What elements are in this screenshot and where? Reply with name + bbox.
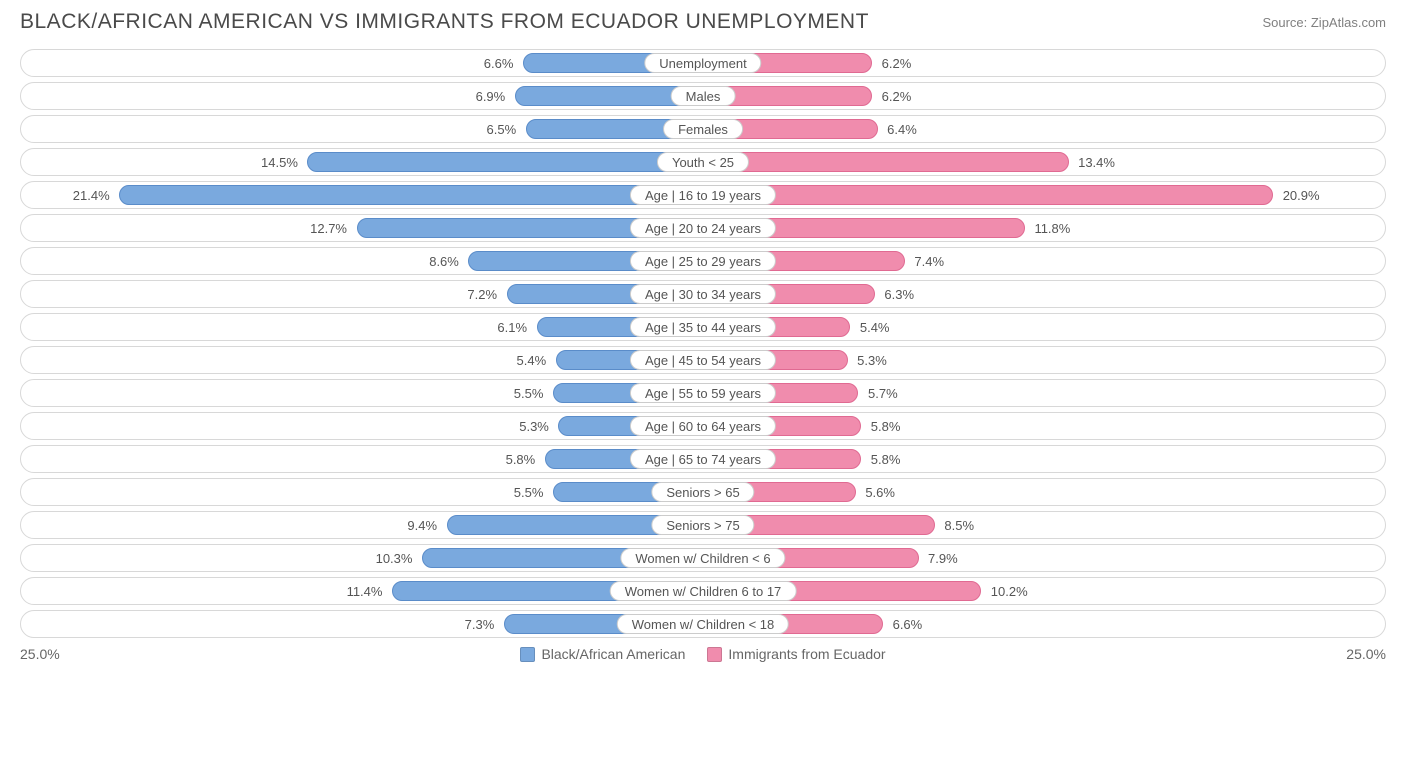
value-label-left: 6.6%: [484, 50, 514, 76]
chart-row: 5.8% 5.8% Age | 65 to 74 years: [20, 445, 1386, 473]
value-label-right: 5.6%: [865, 479, 895, 505]
value-label-right: 5.3%: [857, 347, 887, 373]
value-label-right: 11.8%: [1034, 215, 1070, 241]
category-label: Unemployment: [644, 53, 761, 73]
value-label-right: 10.2%: [991, 578, 1028, 604]
axis-max-right: 25.0%: [1346, 646, 1386, 662]
category-label: Age | 25 to 29 years: [630, 251, 776, 271]
value-label-right: 6.2%: [882, 50, 912, 76]
value-label-left: 6.5%: [487, 116, 517, 142]
value-label-left: 5.4%: [517, 347, 547, 373]
legend-item-left: Black/African American: [520, 646, 685, 662]
chart-footer: 25.0% Black/African American Immigrants …: [20, 646, 1386, 662]
value-label-left: 6.9%: [476, 83, 506, 109]
bar-right: [703, 152, 1069, 172]
value-label-right: 5.8%: [871, 413, 901, 439]
value-label-right: 8.5%: [944, 512, 974, 538]
chart-row: 5.4% 5.3% Age | 45 to 54 years: [20, 346, 1386, 374]
value-label-left: 8.6%: [429, 248, 459, 274]
category-label: Females: [663, 119, 743, 139]
chart-row: 5.3% 5.8% Age | 60 to 64 years: [20, 412, 1386, 440]
chart-header: BLACK/AFRICAN AMERICAN VS IMMIGRANTS FRO…: [20, 10, 1386, 34]
chart-row: 10.3% 7.9% Women w/ Children < 6: [20, 544, 1386, 572]
bar-left: [307, 152, 703, 172]
chart-row: 6.5% 6.4% Females: [20, 115, 1386, 143]
value-label-right: 6.3%: [884, 281, 914, 307]
value-label-left: 12.7%: [310, 215, 347, 241]
chart-row: 7.2% 6.3% Age | 30 to 34 years: [20, 280, 1386, 308]
axis-max-left: 25.0%: [20, 646, 60, 662]
category-label: Age | 45 to 54 years: [630, 350, 776, 370]
chart-row: 11.4% 10.2% Women w/ Children 6 to 17: [20, 577, 1386, 605]
category-label: Age | 20 to 24 years: [630, 218, 776, 238]
chart-source: Source: ZipAtlas.com: [1262, 15, 1386, 30]
chart-row: 21.4% 20.9% Age | 16 to 19 years: [20, 181, 1386, 209]
legend-swatch-right: [707, 647, 722, 662]
category-label: Males: [671, 86, 736, 106]
chart-row: 5.5% 5.7% Age | 55 to 59 years: [20, 379, 1386, 407]
category-label: Youth < 25: [657, 152, 749, 172]
value-label-left: 7.3%: [465, 611, 495, 637]
value-label-left: 5.5%: [514, 380, 544, 406]
chart-row: 12.7% 11.8% Age | 20 to 24 years: [20, 214, 1386, 242]
value-label-left: 9.4%: [407, 512, 437, 538]
category-label: Seniors > 65: [651, 482, 754, 502]
category-label: Seniors > 75: [651, 515, 754, 535]
chart-row: 5.5% 5.6% Seniors > 65: [20, 478, 1386, 506]
legend-item-right: Immigrants from Ecuador: [707, 646, 885, 662]
value-label-right: 6.6%: [893, 611, 923, 637]
value-label-right: 20.9%: [1283, 182, 1320, 208]
legend-label-right: Immigrants from Ecuador: [728, 646, 885, 662]
value-label-right: 5.4%: [860, 314, 890, 340]
value-label-right: 5.8%: [871, 446, 901, 472]
value-label-right: 6.4%: [887, 116, 917, 142]
category-label: Age | 55 to 59 years: [630, 383, 776, 403]
value-label-right: 6.2%: [882, 83, 912, 109]
value-label-left: 5.3%: [519, 413, 549, 439]
value-label-left: 7.2%: [467, 281, 497, 307]
chart-title: BLACK/AFRICAN AMERICAN VS IMMIGRANTS FRO…: [20, 10, 869, 34]
value-label-left: 21.4%: [73, 182, 110, 208]
value-label-right: 13.4%: [1078, 149, 1115, 175]
value-label-left: 10.3%: [376, 545, 413, 571]
value-label-left: 5.5%: [514, 479, 544, 505]
value-label-right: 5.7%: [868, 380, 898, 406]
value-label-left: 6.1%: [497, 314, 527, 340]
value-label-left: 11.4%: [347, 578, 383, 604]
category-label: Age | 65 to 74 years: [630, 449, 776, 469]
chart-row: 7.3% 6.6% Women w/ Children < 18: [20, 610, 1386, 638]
chart-row: 6.1% 5.4% Age | 35 to 44 years: [20, 313, 1386, 341]
value-label-right: 7.9%: [928, 545, 958, 571]
category-label: Age | 30 to 34 years: [630, 284, 776, 304]
legend-swatch-left: [520, 647, 535, 662]
bar-right: [703, 185, 1273, 205]
category-label: Age | 35 to 44 years: [630, 317, 776, 337]
chart-row: 9.4% 8.5% Seniors > 75: [20, 511, 1386, 539]
chart-legend: Black/African American Immigrants from E…: [520, 646, 885, 662]
legend-label-left: Black/African American: [541, 646, 685, 662]
category-label: Age | 16 to 19 years: [630, 185, 776, 205]
value-label-right: 7.4%: [914, 248, 944, 274]
chart-row: 6.9% 6.2% Males: [20, 82, 1386, 110]
category-label: Age | 60 to 64 years: [630, 416, 776, 436]
chart-row: 6.6% 6.2% Unemployment: [20, 49, 1386, 77]
value-label-left: 14.5%: [261, 149, 298, 175]
chart-row: 14.5% 13.4% Youth < 25: [20, 148, 1386, 176]
category-label: Women w/ Children 6 to 17: [610, 581, 797, 601]
bar-left: [119, 185, 703, 205]
chart-row: 8.6% 7.4% Age | 25 to 29 years: [20, 247, 1386, 275]
value-label-left: 5.8%: [506, 446, 536, 472]
category-label: Women w/ Children < 18: [617, 614, 789, 634]
bidirectional-bar-chart: 6.6% 6.2% Unemployment 6.9% 6.2% Males 6.5% 6.4…: [20, 49, 1386, 638]
category-label: Women w/ Children < 6: [620, 548, 785, 568]
